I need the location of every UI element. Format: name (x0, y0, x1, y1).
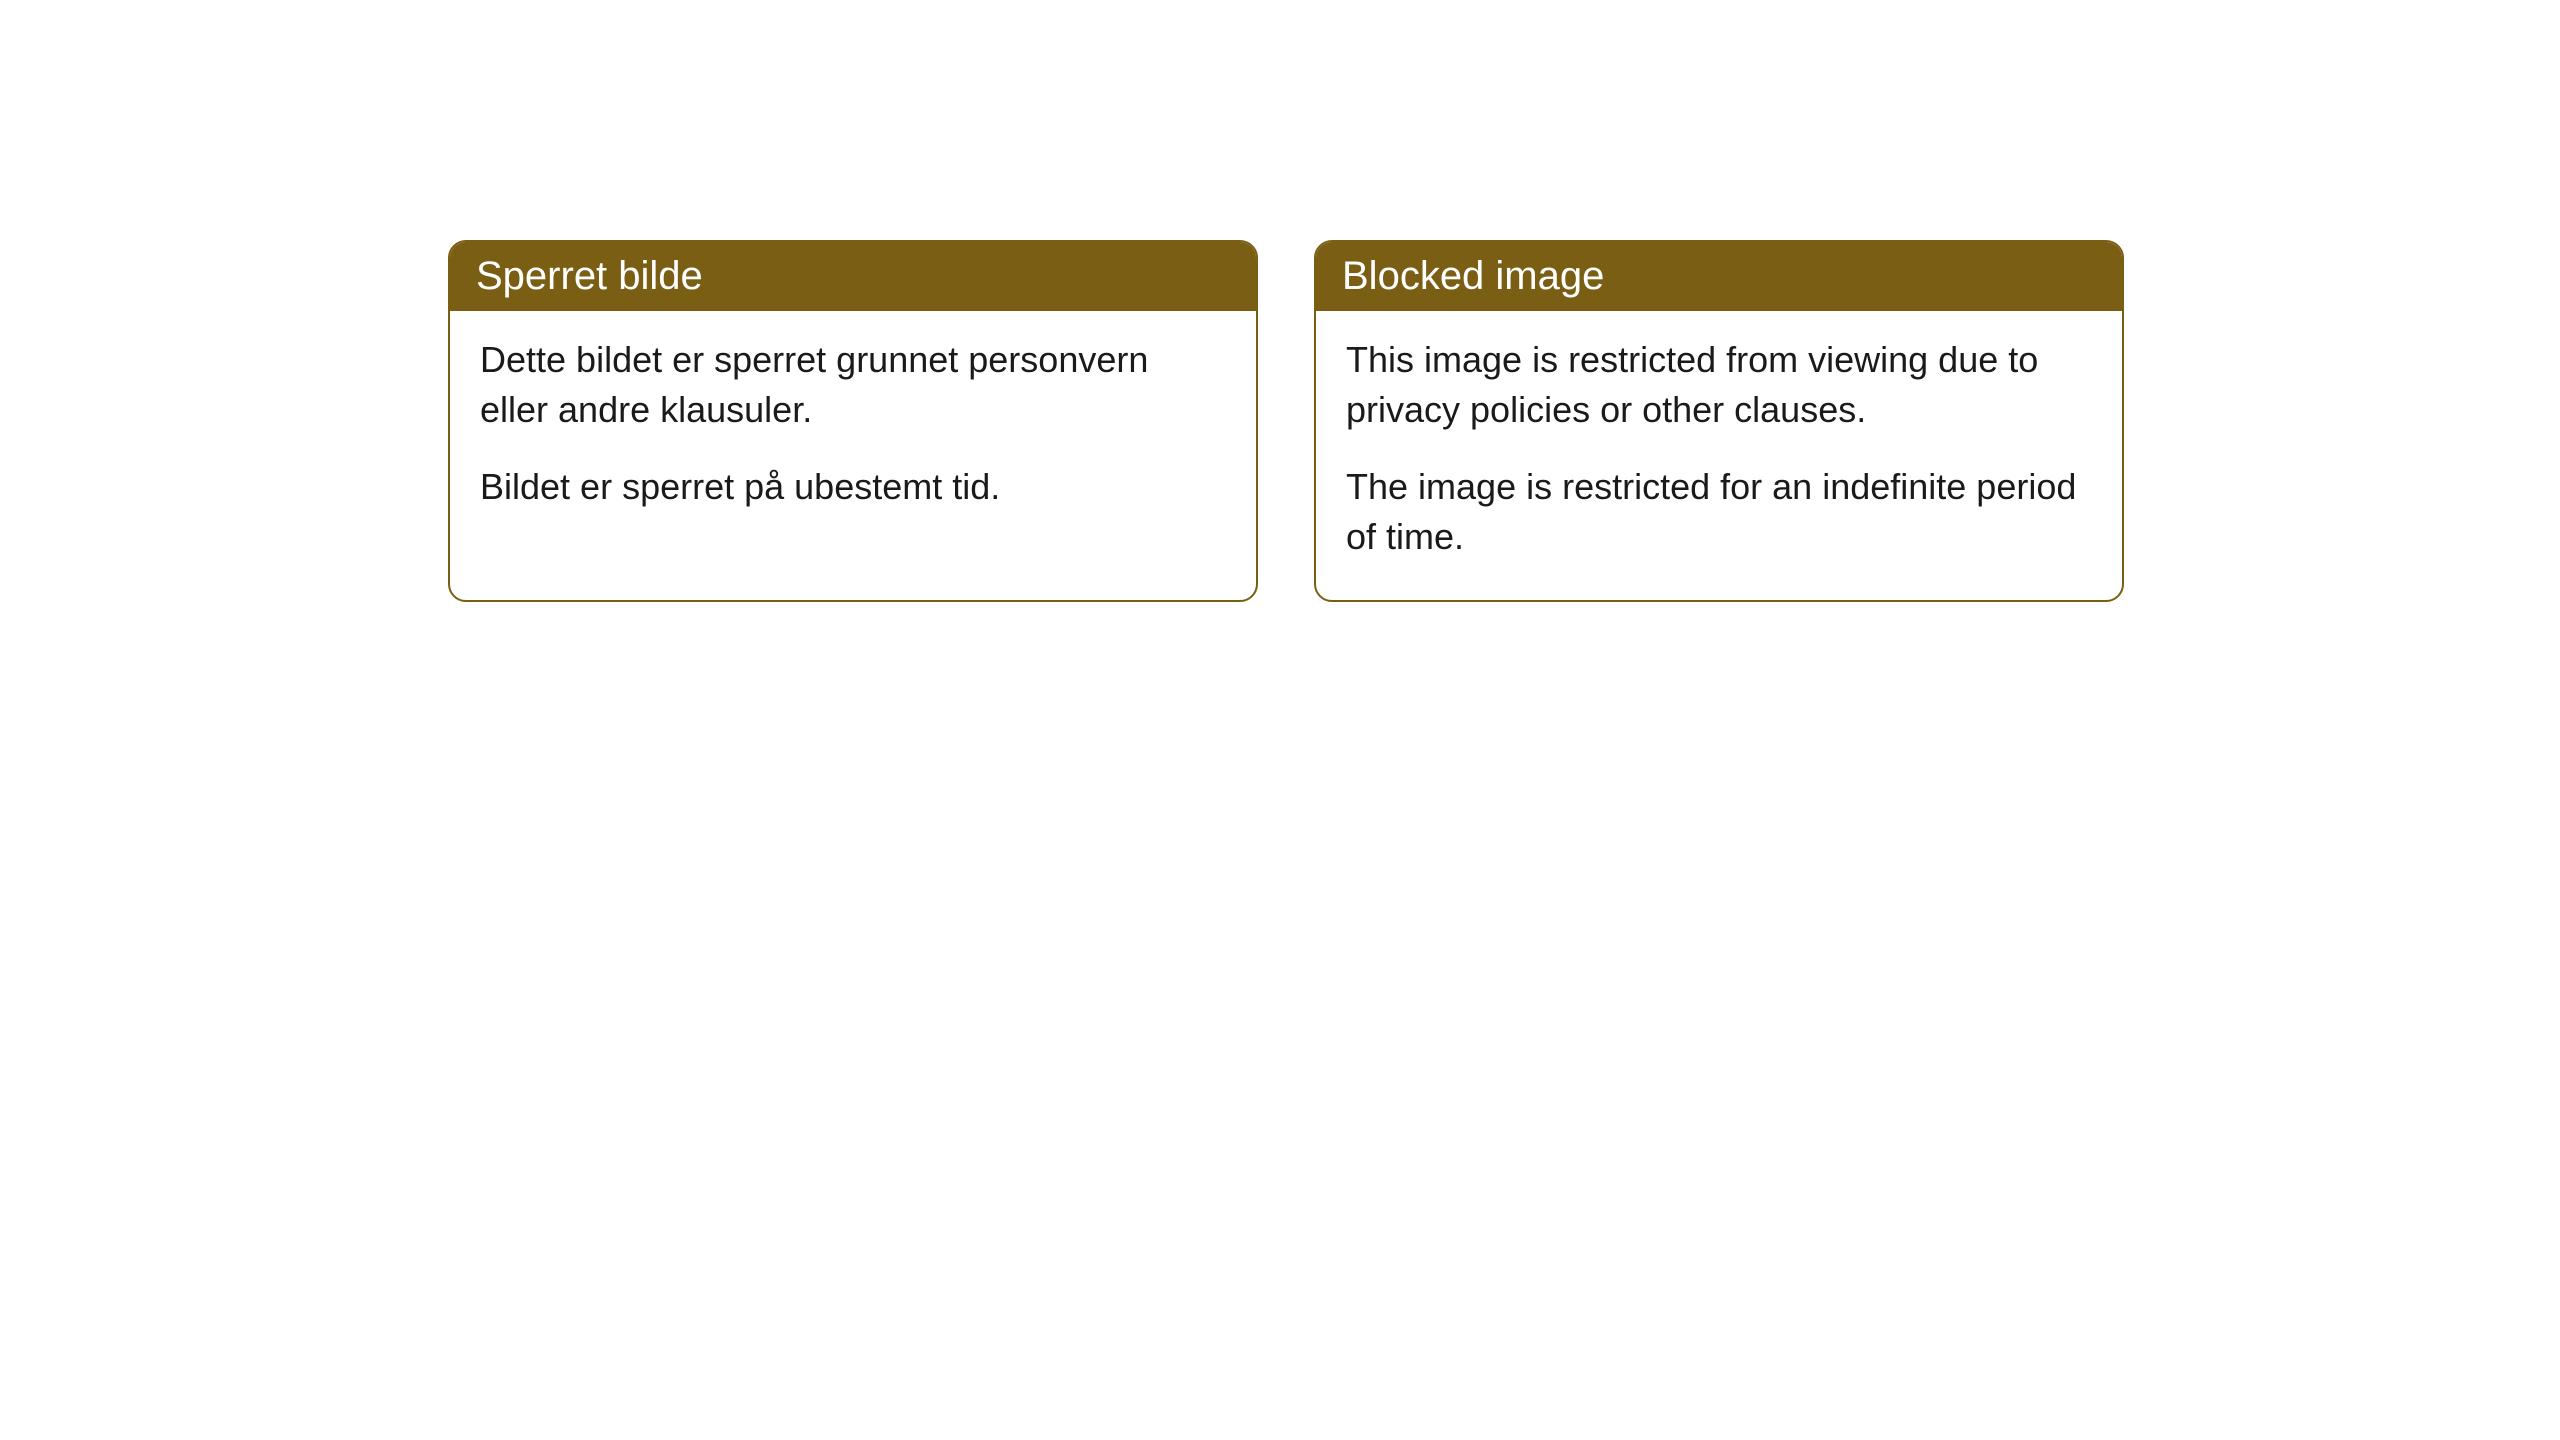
card-english: Blocked image This image is restricted f… (1314, 240, 2124, 602)
card-paragraph: Bildet er sperret på ubestemt tid. (480, 462, 1226, 512)
card-header-norwegian: Sperret bilde (450, 242, 1256, 311)
card-paragraph: Dette bildet er sperret grunnet personve… (480, 335, 1226, 434)
cards-container: Sperret bilde Dette bildet er sperret gr… (448, 240, 2124, 602)
card-paragraph: This image is restricted from viewing du… (1346, 335, 2092, 434)
card-body-norwegian: Dette bildet er sperret grunnet personve… (450, 311, 1256, 550)
card-body-english: This image is restricted from viewing du… (1316, 311, 2122, 600)
card-header-english: Blocked image (1316, 242, 2122, 311)
card-norwegian: Sperret bilde Dette bildet er sperret gr… (448, 240, 1258, 602)
card-paragraph: The image is restricted for an indefinit… (1346, 462, 2092, 561)
